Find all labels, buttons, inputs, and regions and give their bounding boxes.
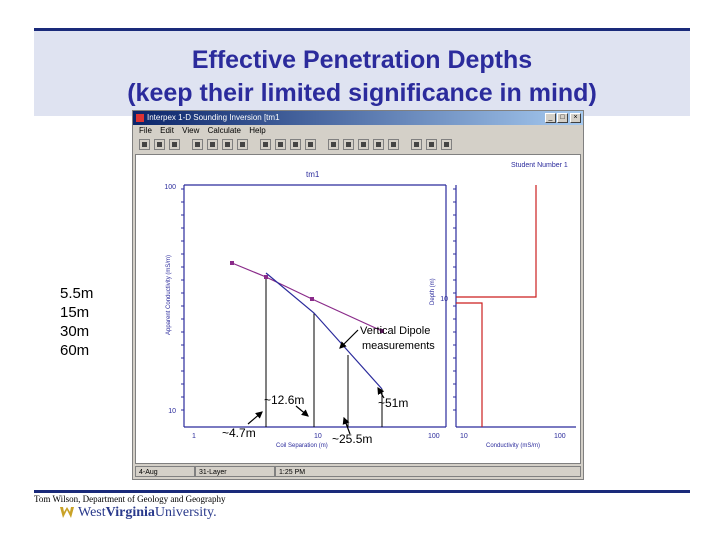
pan-icon[interactable] [305,139,316,150]
settings-icon-glyph [429,142,434,147]
copy-icon[interactable] [222,139,233,150]
calc-icon[interactable] [328,139,339,150]
status-bar: 4-Aug 31-Layer 1:25 PM [135,466,581,477]
undo-icon-glyph [263,142,268,147]
open-icon-glyph [157,142,162,147]
depth-item: 30m [60,323,90,340]
right-xtick-100: 100 [554,433,566,440]
table-icon[interactable] [411,139,422,150]
app-icon [136,114,144,122]
right-axis-ticks [453,188,456,411]
wvu-word-university: University. [154,505,217,520]
window-titlebar[interactable]: Interpex 1-D Sounding Inversion [tm1 _ □… [133,111,583,125]
zoom-icon[interactable] [290,139,301,150]
wvu-logo-icon [60,507,74,518]
cut-icon[interactable] [207,139,218,150]
depth-list: 5.5m 15m 30m 60m [60,284,93,360]
model-icon-glyph [376,142,381,147]
title-line-2: (keep their limited significance in mind… [127,79,597,107]
data-point [380,329,384,333]
save-icon[interactable] [169,139,180,150]
depth-item: 15m [60,304,90,321]
print-icon[interactable] [192,139,203,150]
table-icon-glyph [414,142,419,147]
title-line-1: Effective Penetration Depths [191,46,533,74]
close-button[interactable]: × [570,113,581,123]
maximize-button[interactable]: □ [557,113,568,123]
pan-icon-glyph [308,142,313,147]
depth-item: 5.5m [60,285,94,302]
footer-credit: Tom Wilson, Department of Geology and Ge… [34,494,226,504]
help-icon-glyph [444,142,449,147]
new-icon[interactable] [139,139,150,150]
plot-area: tm1 100 10 Apparent Conductivity (mS/m) … [135,154,581,464]
right-xlabel: Conductivity (mS/m) [486,443,540,449]
model-curve [265,272,383,390]
toolbar [135,138,581,152]
right-ytick-10: 10 [440,296,448,303]
copy-icon-glyph [225,142,230,147]
status-date: 4-Aug [135,466,195,477]
layer-model-lower [456,302,483,427]
new-icon-glyph [142,142,147,147]
right-plot-title: Student Number 1 [511,162,568,169]
paste-icon[interactable] [237,139,248,150]
left-xlabel: Coil Separation (m) [276,443,328,449]
redo-icon[interactable] [275,139,286,150]
open-icon[interactable] [154,139,165,150]
cut-icon-glyph [210,142,215,147]
menu-calculate[interactable]: Calculate [207,126,241,135]
wvu-word-virginia: Virginia [105,505,155,520]
menu-view[interactable]: View [182,126,200,135]
menu-file[interactable]: File [139,126,152,135]
settings-icon[interactable] [426,139,437,150]
graph-icon-glyph [391,142,396,147]
status-time: 1:25 PM [275,466,581,477]
redo-icon-glyph [278,142,283,147]
calc-icon-glyph [331,142,336,147]
data-point [230,261,234,265]
left-ytick-10: 10 [168,408,176,415]
plot-svg: tm1 100 10 Apparent Conductivity (mS/m) … [164,162,576,449]
wvu-wordmark: WestVirginiaUniversity. [78,505,217,521]
right-ylabel: Depth (m) [430,278,436,305]
fit-icon-glyph [346,142,351,147]
layer-icon-glyph [361,142,366,147]
depth-item: 60m [60,342,90,359]
layer-model-upper [456,185,537,298]
menu-bar: File Edit View Calculate Help [133,125,583,137]
data-point [310,297,314,301]
wvu-word-west: West [78,505,106,520]
print-icon-glyph [195,142,200,147]
status-layers: 31-Layer [195,466,275,477]
measured-curve [231,262,383,332]
menu-edit[interactable]: Edit [160,126,174,135]
model-icon[interactable] [373,139,384,150]
help-icon[interactable] [441,139,452,150]
left-xtick-10: 10 [314,433,322,440]
left-ytick-100: 100 [164,184,176,191]
title-band [34,28,690,116]
paste-icon-glyph [240,142,245,147]
slide-title: Effective Penetration Depths (keep their… [34,44,690,110]
layer-icon[interactable] [358,139,369,150]
fit-icon[interactable] [343,139,354,150]
graph-icon[interactable] [388,139,399,150]
save-icon-glyph [172,142,177,147]
left-plot-title: tm1 [306,170,320,179]
left-ylabel: Apparent Conductivity (mS/m) [166,255,172,335]
title-rule [34,28,690,31]
footer-rule [34,490,690,493]
right-xtick-10: 10 [460,433,468,440]
left-axis-ticks [181,188,184,411]
data-point [264,275,268,279]
app-window: Interpex 1-D Sounding Inversion [tm1 _ □… [132,110,584,480]
window-title: Interpex 1-D Sounding Inversion [tm1 [147,113,280,122]
menu-help[interactable]: Help [249,126,266,135]
left-xtick-1: 1 [192,433,196,440]
undo-icon[interactable] [260,139,271,150]
left-xtick-100: 100 [428,433,440,440]
minimize-button[interactable]: _ [545,113,556,123]
zoom-icon-glyph [293,142,298,147]
